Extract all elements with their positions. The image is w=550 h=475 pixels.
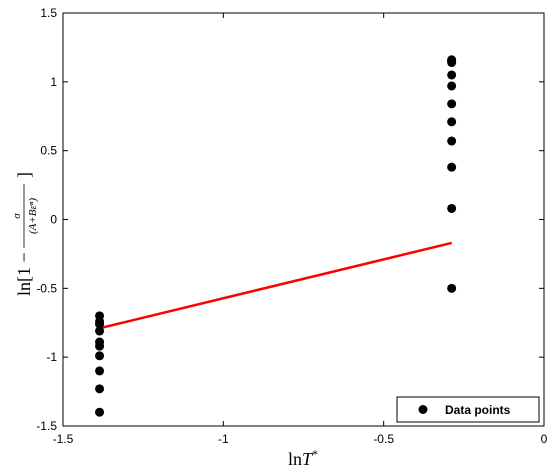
data-point	[95, 351, 105, 361]
x-axis-title-t: T	[302, 449, 314, 469]
y-tick-label: 1	[50, 75, 57, 89]
data-point	[95, 407, 105, 417]
data-point	[447, 136, 457, 146]
data-point	[447, 99, 457, 109]
data-point	[447, 283, 457, 293]
fit-line	[99, 241, 452, 330]
data-point	[447, 70, 457, 80]
svg-text:(A+Bεⁿ): (A+Bεⁿ)	[27, 198, 39, 234]
y-tick-label: 1.5	[40, 6, 57, 20]
data-point	[447, 162, 457, 172]
data-point	[447, 117, 457, 127]
svg-text:]: ]	[14, 172, 34, 178]
data-point	[95, 319, 105, 329]
svg-text:σ: σ	[11, 213, 23, 219]
legend: Data points	[396, 396, 540, 423]
data-point	[447, 81, 457, 91]
x-axis-title: lnT*	[288, 447, 318, 469]
y-tick-label: -0.5	[36, 281, 57, 295]
y-tick-label: -1	[46, 350, 57, 364]
data-point	[95, 341, 105, 351]
x-tick-label: -1	[218, 432, 229, 446]
svg-text:ln[1 −: ln[1 −	[14, 252, 34, 296]
y-tick-label: -1.5	[36, 419, 57, 433]
x-axis-title-ln: ln	[288, 449, 302, 469]
marks-layer	[95, 55, 457, 417]
legend-label: Data points	[445, 403, 511, 417]
legend-marker	[418, 405, 428, 414]
data-point	[447, 203, 457, 213]
y-axis-title: ln[1 − σ (A+Bεⁿ) ]	[11, 172, 39, 296]
x-tick-label: -1.5	[53, 432, 74, 446]
data-point	[95, 326, 105, 336]
plot-area	[62, 12, 545, 427]
y-tick-label: 0	[50, 213, 57, 227]
x-axis-title-star: *	[312, 447, 318, 461]
y-tick-label: 0.5	[40, 144, 57, 158]
svg-text:lnT*: lnT*	[288, 447, 318, 469]
data-point	[95, 384, 105, 394]
ticks-layer: -1.5 -1 -0.5 0 -1.5 -1 -0.5 0 0.5 1 1.5	[36, 6, 547, 446]
x-tick-label: -0.5	[373, 432, 394, 446]
x-tick-label: 0	[541, 432, 548, 446]
data-point	[447, 56, 457, 66]
data-point	[95, 366, 105, 376]
